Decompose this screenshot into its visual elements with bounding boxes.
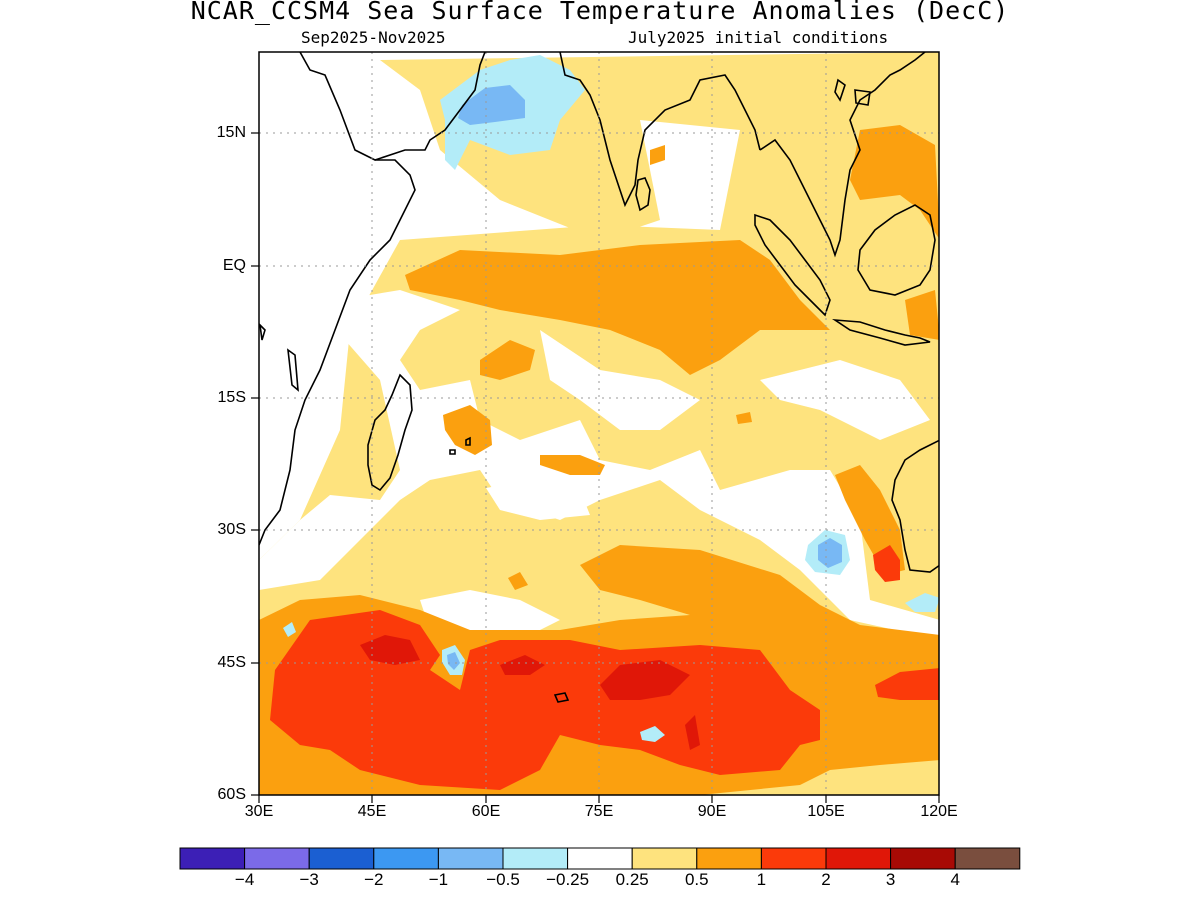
colorbar-label: 0.25 bbox=[615, 870, 649, 889]
colorbar-swatch bbox=[825, 847, 892, 870]
anomaly-region-moderate bbox=[736, 412, 752, 424]
colorbar-swatch bbox=[373, 847, 439, 870]
colorbar bbox=[179, 847, 1021, 870]
colorbar-swatch bbox=[308, 847, 375, 870]
anomaly-region-very-strong bbox=[500, 655, 545, 675]
anomaly-region-very-strong bbox=[685, 715, 700, 750]
anomaly-region-negative bbox=[458, 85, 525, 125]
lon-label: 60E bbox=[471, 803, 501, 820]
java-coast bbox=[831, 318, 931, 346]
colorbar-label: −1 bbox=[428, 870, 449, 889]
india-coast bbox=[559, 52, 761, 208]
madagascar-coast bbox=[367, 373, 413, 492]
horn-of-africa-coast bbox=[259, 159, 416, 546]
coastlines bbox=[259, 52, 939, 703]
anomaly-region-moderate bbox=[905, 290, 939, 340]
indochina-coast bbox=[759, 52, 926, 258]
colorbar-label: 3 bbox=[885, 870, 896, 889]
colorbar-label: 0.5 bbox=[684, 870, 709, 889]
africa-arabia-coast bbox=[299, 52, 486, 161]
colorbar-swatch bbox=[179, 847, 246, 870]
lat-label: 60S bbox=[217, 786, 246, 803]
lat-label: 15N bbox=[216, 124, 246, 141]
colorbar-swatch bbox=[437, 847, 504, 870]
anomaly-region-strong bbox=[875, 668, 939, 700]
colorbar-label: 2 bbox=[821, 870, 831, 889]
lat-label: 30S bbox=[217, 521, 246, 538]
initial-conditions: July2025 initial conditions bbox=[628, 28, 889, 47]
colorbar-swatch bbox=[760, 847, 827, 870]
lon-label: 75E bbox=[584, 803, 614, 820]
axis-ticks bbox=[251, 132, 940, 803]
anomaly-region-weak-negative bbox=[283, 622, 296, 637]
colorbar-label: 1 bbox=[756, 870, 767, 889]
lon-label: 105E bbox=[807, 803, 845, 820]
anomaly-region-moderate bbox=[850, 125, 939, 239]
anomaly-region-moderate bbox=[443, 405, 492, 455]
anomaly-region-negative bbox=[447, 652, 460, 670]
lat-label: 15S bbox=[217, 389, 246, 406]
colorbar-label: 4 bbox=[950, 870, 960, 889]
colorbar-label: −3 bbox=[299, 870, 319, 889]
colorbar-label: −4 bbox=[234, 870, 255, 889]
anomaly-region-moderate bbox=[405, 240, 830, 375]
colorbar-swatch bbox=[696, 847, 762, 870]
anomaly-region-weak-negative bbox=[640, 726, 665, 742]
colorbar-label: −0.25 bbox=[546, 870, 590, 889]
anomaly-region-very-strong bbox=[360, 635, 420, 665]
colorbar-swatch bbox=[890, 847, 956, 870]
australia-coast bbox=[891, 439, 939, 573]
anomaly-region-moderate bbox=[650, 145, 665, 165]
anomaly-region-weak-negative bbox=[905, 593, 939, 612]
lon-label: 45E bbox=[357, 803, 387, 820]
anomaly-region-near-zero bbox=[486, 480, 590, 520]
chart-title: NCAR_CCSM4 Sea Surface Temperature Anoma… bbox=[190, 0, 1010, 25]
colorbar-swatch bbox=[631, 847, 698, 870]
anomaly-region-strong bbox=[873, 545, 900, 582]
colorbar-label: −0.5 bbox=[486, 870, 520, 889]
lon-label: 120E bbox=[920, 803, 958, 820]
graticule bbox=[259, 52, 939, 795]
anomaly-region-moderate bbox=[508, 572, 528, 590]
anomaly-region-near-zero bbox=[760, 360, 930, 440]
borneo-coast bbox=[857, 204, 936, 296]
lat-label: EQ bbox=[222, 257, 246, 274]
anomaly-region-very-strong bbox=[600, 660, 690, 700]
lat-label: 45S bbox=[217, 654, 246, 671]
colorbar-swatch bbox=[244, 847, 310, 870]
small-islands bbox=[259, 78, 871, 703]
colorbar-swatch bbox=[954, 847, 1021, 870]
colorbar-label: −2 bbox=[364, 870, 384, 889]
lon-label: 30E bbox=[244, 803, 274, 820]
lon-label: 90E bbox=[697, 803, 727, 820]
anomaly-region-moderate bbox=[480, 340, 535, 380]
sumatra-coast bbox=[754, 213, 831, 317]
colorbar-swatch bbox=[567, 847, 633, 870]
forecast-period: Sep2025-Nov2025 bbox=[301, 28, 446, 47]
anomaly-region-negative bbox=[818, 538, 842, 568]
colorbar-swatch bbox=[502, 847, 569, 870]
anomaly-region-moderate bbox=[540, 455, 605, 475]
anomaly-region-near-zero bbox=[540, 330, 700, 430]
sri-lanka-coast bbox=[635, 177, 651, 212]
